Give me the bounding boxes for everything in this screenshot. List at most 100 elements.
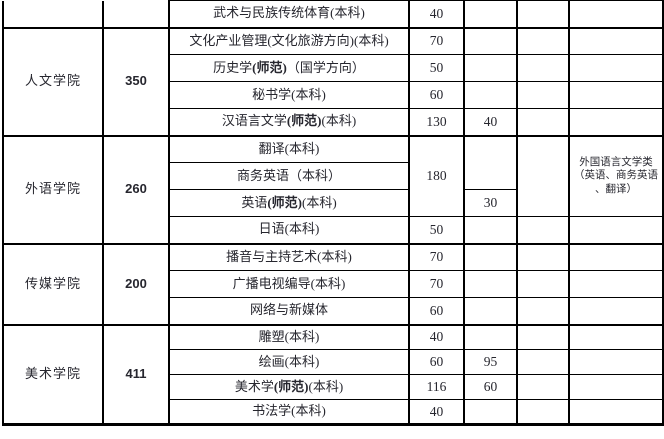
note-cell	[568, 26, 664, 55]
college-cell: 美术学院	[2, 323, 104, 425]
major-suffix-text: (本科)	[302, 194, 337, 210]
major-text: 文化产业管理(文化旅游方向)(本科)	[189, 32, 389, 48]
plan-count-cell: 60	[408, 297, 465, 325]
table-row: 人文学院 350 文化产业管理(文化旅游方向)(本科) 70	[2, 26, 664, 136]
spare-cell	[516, 349, 570, 375]
note-cell	[568, 374, 664, 400]
spare-cell	[516, 134, 570, 217]
total-cell: 350	[102, 26, 170, 136]
table-row: 美术学院 411 雕塑(本科) 40	[2, 323, 664, 425]
note-line: （英语、商务英语	[574, 170, 658, 182]
major-text: 绘画(本科)	[258, 353, 320, 369]
spare-cell	[516, 323, 570, 350]
table-row: 外语学院 260 翻译(本科) 180 外国语言文学类 （英语、商务英语 、翻译…	[2, 134, 664, 244]
major-cell: 美术学(师范)(本科)	[168, 374, 410, 400]
note-line: 、翻译）	[595, 184, 637, 196]
note-cell	[568, 216, 664, 244]
total-cell	[102, 0, 170, 28]
table-row: 绘画(本科) 60 95	[3, 349, 664, 375]
major-text: 播音与主持艺术(本科)	[226, 248, 352, 264]
note-cell	[568, 399, 664, 425]
plan-count-cell: 60	[408, 349, 465, 375]
note-cell	[568, 242, 664, 271]
table-row: 汉语言文学(师范)(本科) 130 40	[3, 108, 664, 136]
college-cell: 传媒学院	[2, 242, 104, 325]
spare-cell	[516, 374, 570, 400]
plan-count-cell: 70	[408, 270, 465, 298]
table-row: 传媒学院 200 播音与主持艺术(本科) 70	[2, 242, 664, 325]
extra-count-cell	[463, 81, 518, 109]
table-row: 日语(本科) 50	[3, 216, 664, 244]
plan-count-cell: 50	[408, 216, 465, 244]
major-cell: 英语(师范)(本科)	[168, 189, 410, 217]
plan-count-cell: 50	[408, 54, 465, 82]
plan-count-cell: 180	[408, 134, 465, 217]
note-cell	[568, 323, 664, 350]
extra-count-cell	[463, 242, 518, 271]
table-row: 英语(师范)(本科) 30	[3, 189, 663, 217]
major-text: 翻译(本科)	[258, 140, 320, 156]
college-cell	[2, 0, 104, 28]
college-cell: 外语学院	[2, 134, 104, 244]
major-cell: 日语(本科)	[168, 216, 410, 244]
spare-cell	[516, 26, 570, 55]
spare-cell	[516, 242, 570, 271]
spare-cell	[516, 399, 570, 425]
major-text: 广播电视编导(本科)	[232, 275, 346, 291]
spare-cell	[516, 216, 570, 244]
note-line: 外国语言文学类	[579, 156, 653, 168]
extra-count-cell	[463, 134, 518, 190]
table-row: 秘书学(本科) 60	[3, 81, 664, 109]
plan-count-cell: 60	[408, 81, 465, 109]
extra-count-cell	[463, 297, 518, 325]
note-cell	[568, 54, 664, 82]
spare-cell	[516, 54, 570, 82]
table-row: 广播电视编导(本科) 70	[3, 270, 664, 298]
major-cell: 汉语言文学(师范)(本科)	[168, 108, 410, 136]
major-text: 秘书学(本科)	[252, 86, 326, 102]
extra-count-cell	[463, 26, 518, 55]
major-cell: 武术与民族传统体育(本科)	[168, 0, 410, 28]
table-row: 历史学(师范)（国学方向） 50	[3, 54, 664, 82]
major-text: 武术与民族传统体育(本科)	[213, 5, 365, 21]
college-cell: 人文学院	[2, 26, 104, 136]
extra-count-cell: 60	[463, 374, 518, 400]
table-row: 书法学(本科) 40	[3, 399, 664, 425]
major-cell: 翻译(本科)	[168, 134, 410, 163]
major-suffix-text: (本科)	[321, 113, 357, 129]
major-cell: 广播电视编导(本科)	[168, 270, 410, 298]
extra-count-cell	[463, 216, 518, 244]
total-cell: 411	[102, 323, 170, 425]
major-text: 商务英语（本科）	[236, 167, 341, 183]
plan-count-cell: 70	[408, 242, 465, 271]
major-cell: 播音与主持艺术(本科)	[168, 242, 410, 271]
major-text: 网络与新媒体	[249, 302, 328, 318]
major-cell: 雕塑(本科)	[168, 323, 410, 350]
major-bold-text: (师范)	[267, 194, 302, 210]
major-text: 英语	[241, 194, 268, 210]
major-bold-text: (师范)	[273, 378, 309, 394]
extra-count-cell: 30	[463, 189, 518, 217]
spare-cell	[516, 81, 570, 109]
major-cell: 秘书学(本科)	[168, 81, 410, 109]
extra-count-cell: 40	[463, 108, 518, 136]
major-cell: 文化产业管理(文化旅游方向)(本科)	[168, 26, 410, 55]
major-text: 美术学	[234, 378, 274, 394]
note-cell	[568, 81, 664, 109]
plan-count-cell: 40	[408, 0, 465, 28]
table-row: 武术与民族传统体育(本科) 40	[2, 0, 664, 28]
major-suffix-text: （国学方向）	[286, 59, 365, 75]
plan-count-cell: 40	[408, 323, 465, 350]
plan-count-cell: 40	[408, 399, 465, 425]
major-bold-text: (师范)	[286, 113, 322, 129]
note-cell	[568, 270, 664, 298]
plan-count-cell: 116	[408, 374, 465, 400]
extra-count-cell	[463, 0, 518, 28]
spare-cell	[516, 108, 570, 136]
spare-cell	[516, 0, 570, 28]
note-cell	[568, 0, 664, 28]
note-cell	[568, 349, 664, 375]
plan-count-cell: 130	[408, 108, 465, 136]
plan-count-cell: 70	[408, 26, 465, 55]
